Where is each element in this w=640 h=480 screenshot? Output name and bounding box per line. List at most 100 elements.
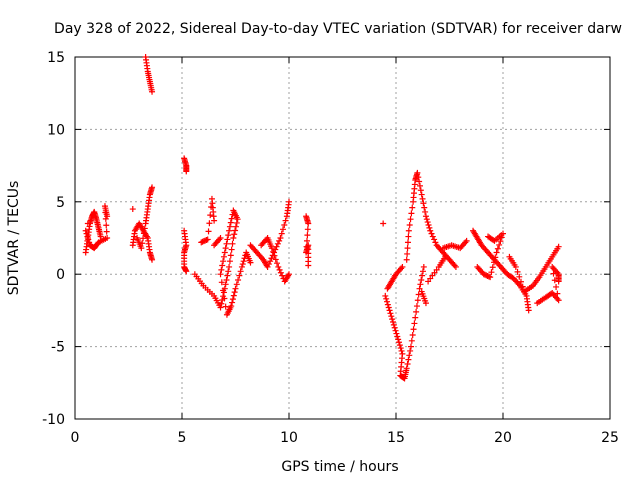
data-point (149, 256, 156, 263)
data-point (139, 240, 146, 247)
data-point (183, 268, 190, 275)
data-point (431, 236, 438, 243)
data-point (275, 263, 282, 270)
data-point (404, 245, 411, 252)
data-point (394, 333, 401, 340)
x-axis-label: GPS time / hours (281, 459, 398, 475)
data-point (231, 231, 238, 238)
data-point (264, 263, 271, 270)
x-tick-label: 10 (280, 430, 298, 446)
data-point (404, 250, 411, 257)
data-point (225, 268, 232, 275)
data-point (238, 263, 245, 270)
data-point (416, 182, 423, 189)
data-point (432, 239, 439, 246)
data-point (138, 245, 145, 252)
data-point (410, 326, 417, 333)
data-point (407, 343, 414, 350)
data-point (278, 230, 285, 237)
y-tick-label: 10 (47, 122, 65, 138)
data-point (420, 263, 427, 270)
data-point (84, 220, 91, 227)
data-point (427, 227, 434, 234)
data-point (232, 227, 239, 234)
data-point (228, 303, 235, 310)
data-points (82, 54, 562, 382)
data-point (104, 235, 111, 241)
data-point (413, 303, 420, 310)
data-point (406, 221, 413, 228)
data-point (419, 272, 426, 279)
data-point (276, 266, 283, 273)
data-point (415, 174, 422, 181)
data-point (424, 219, 431, 226)
data-point (387, 310, 394, 317)
data-point (229, 240, 236, 247)
data-point (390, 318, 397, 325)
data-point (305, 220, 312, 227)
data-point (408, 337, 415, 344)
data-point (221, 295, 228, 302)
data-point (230, 292, 237, 299)
data-point (232, 285, 239, 292)
data-point (231, 289, 238, 296)
data-point (409, 204, 416, 211)
data-point (514, 268, 521, 275)
data-point (226, 223, 233, 230)
data-point (232, 223, 239, 230)
data-point (86, 239, 93, 246)
data-point (303, 237, 310, 244)
data-point (279, 272, 286, 279)
data-point (224, 272, 231, 279)
chart-title: Day 328 of 2022, Sidereal Day-to-day VTE… (54, 21, 622, 37)
data-point (270, 248, 277, 255)
data-point (422, 213, 429, 220)
data-point (418, 191, 425, 198)
data-point (229, 296, 236, 303)
y-axis-ticks: -10 -5 0 5 10 15 (42, 50, 610, 428)
data-point (489, 264, 496, 271)
data-point (217, 235, 224, 241)
data-point (494, 245, 501, 252)
data-point (223, 276, 230, 283)
data-point (229, 299, 236, 306)
data-point (397, 345, 404, 352)
data-point (416, 178, 423, 185)
data-point (463, 237, 470, 244)
data-point (418, 276, 425, 283)
data-point (102, 215, 109, 222)
data-point (271, 252, 278, 259)
data-point (388, 313, 395, 320)
data-point (395, 339, 402, 346)
data-point (525, 307, 532, 314)
data-point (408, 210, 415, 217)
data-point (268, 255, 275, 262)
data-point (405, 356, 412, 363)
data-point (230, 235, 237, 241)
data-point (265, 261, 272, 268)
data-point (425, 221, 432, 228)
data-point (183, 168, 190, 175)
y-tick-label: -5 (51, 340, 65, 356)
data-point (221, 249, 228, 256)
data-point (240, 258, 247, 265)
data-point (258, 242, 265, 249)
data-point (236, 272, 243, 279)
data-point (417, 187, 424, 194)
data-point (442, 253, 449, 260)
data-point (380, 220, 387, 227)
data-point (403, 365, 410, 372)
data-point (222, 245, 229, 252)
data-point (223, 240, 230, 247)
x-tick-label: 20 (494, 430, 512, 446)
x-tick-label: 5 (178, 430, 187, 446)
data-point (239, 261, 246, 268)
data-point (395, 336, 402, 343)
data-point (305, 262, 312, 269)
data-point (282, 217, 289, 224)
data-point (391, 324, 398, 331)
data-point (493, 249, 500, 256)
data-point (414, 169, 421, 176)
data-point (227, 219, 234, 226)
